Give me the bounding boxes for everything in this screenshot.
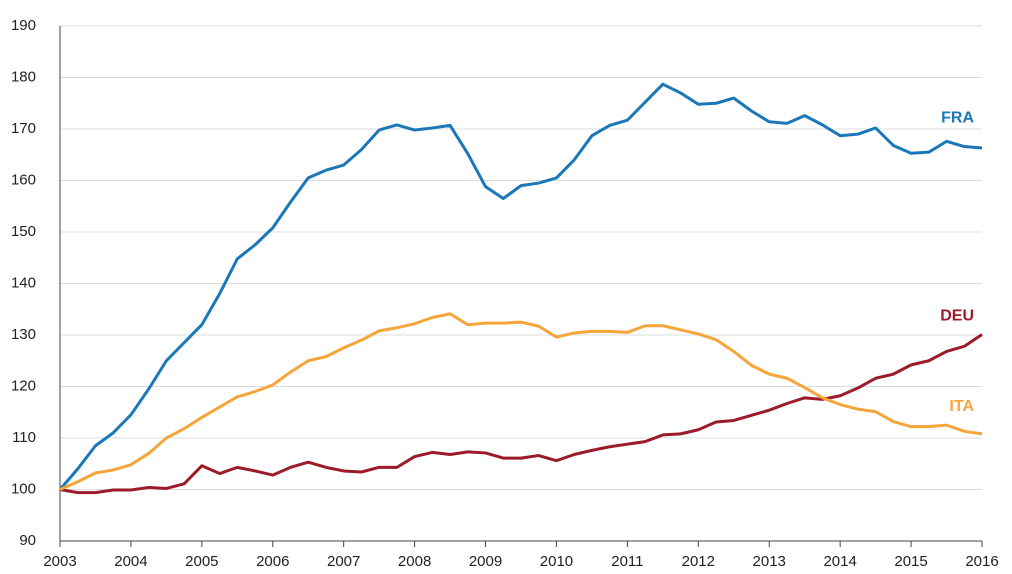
x-tick-label: 2006 <box>256 553 289 570</box>
series-line <box>59 333 983 495</box>
y-tick-label: 110 <box>12 429 36 446</box>
series-label: ITA <box>949 398 974 415</box>
y-tick-label: 170 <box>11 120 36 137</box>
series-label: FRA <box>941 109 974 126</box>
x-tick-label: 2015 <box>894 553 927 570</box>
y-tick-label: 100 <box>11 480 36 497</box>
y-tick-label: 120 <box>11 377 36 394</box>
x-tick-label: 2014 <box>823 553 856 570</box>
series-line <box>59 312 983 491</box>
y-tick-label: 150 <box>11 223 36 240</box>
x-tick-label: 2004 <box>114 553 147 570</box>
y-tick-label: 180 <box>11 68 36 85</box>
y-tick-label: 130 <box>11 326 36 343</box>
x-tick-label: 2007 <box>327 553 360 570</box>
x-tick-label: 2005 <box>185 553 218 570</box>
y-tick-label: 140 <box>11 274 36 291</box>
x-tick-label: 2008 <box>398 553 431 570</box>
x-tick-label: 2010 <box>540 553 573 570</box>
x-tick-label: 2003 <box>43 553 76 570</box>
series-label: DEU <box>940 308 974 325</box>
y-tick-label: 190 <box>11 17 36 34</box>
x-tick-label: 2013 <box>753 553 786 570</box>
x-tick-label: 2012 <box>682 553 715 570</box>
x-tick-label: 2016 <box>965 553 998 570</box>
x-tick-label: 2009 <box>469 553 502 570</box>
series-line <box>58 82 983 491</box>
y-tick-label: 160 <box>11 171 36 188</box>
y-tick-label: 90 <box>19 532 36 549</box>
x-tick-label: 2011 <box>611 553 643 570</box>
